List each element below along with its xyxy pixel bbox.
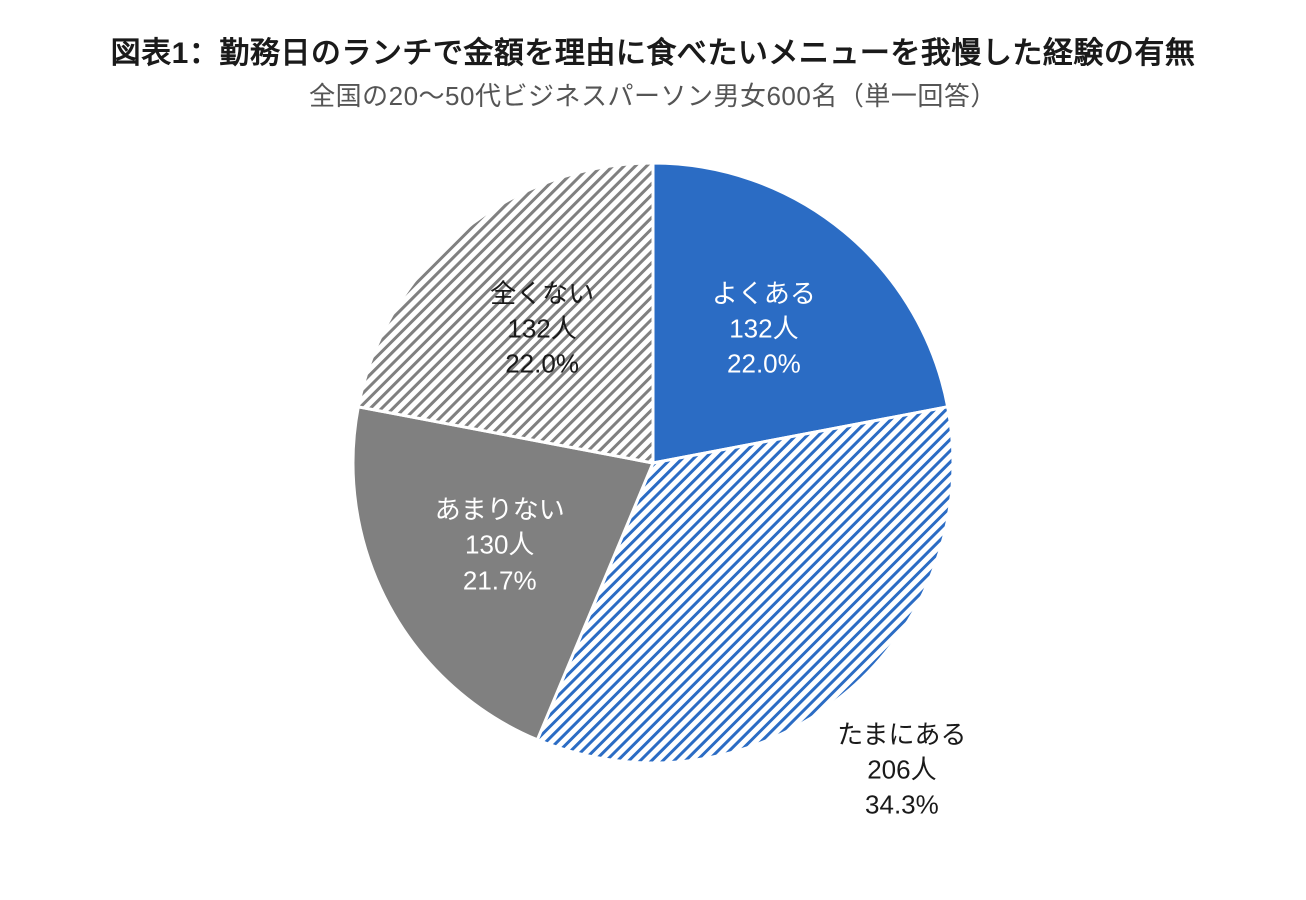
slice-pct: 34.3% [837, 787, 966, 822]
chart-title: 図表1：勤務日のランチで金額を理由に食べたいメニューを我慢した経験の有無 [111, 28, 1196, 72]
pie-svg [333, 143, 973, 783]
figure-container: 図表1：勤務日のランチで金額を理由に食べたいメニューを我慢した経験の有無 全国の… [0, 0, 1306, 900]
pie-chart: よくある 132人 22.0% たまにある 206人 34.3% あまりない 1… [203, 143, 1103, 863]
chart-subtitle: 全国の20～50代ビジネスパーソン男女600名（単一回答） [309, 76, 997, 113]
